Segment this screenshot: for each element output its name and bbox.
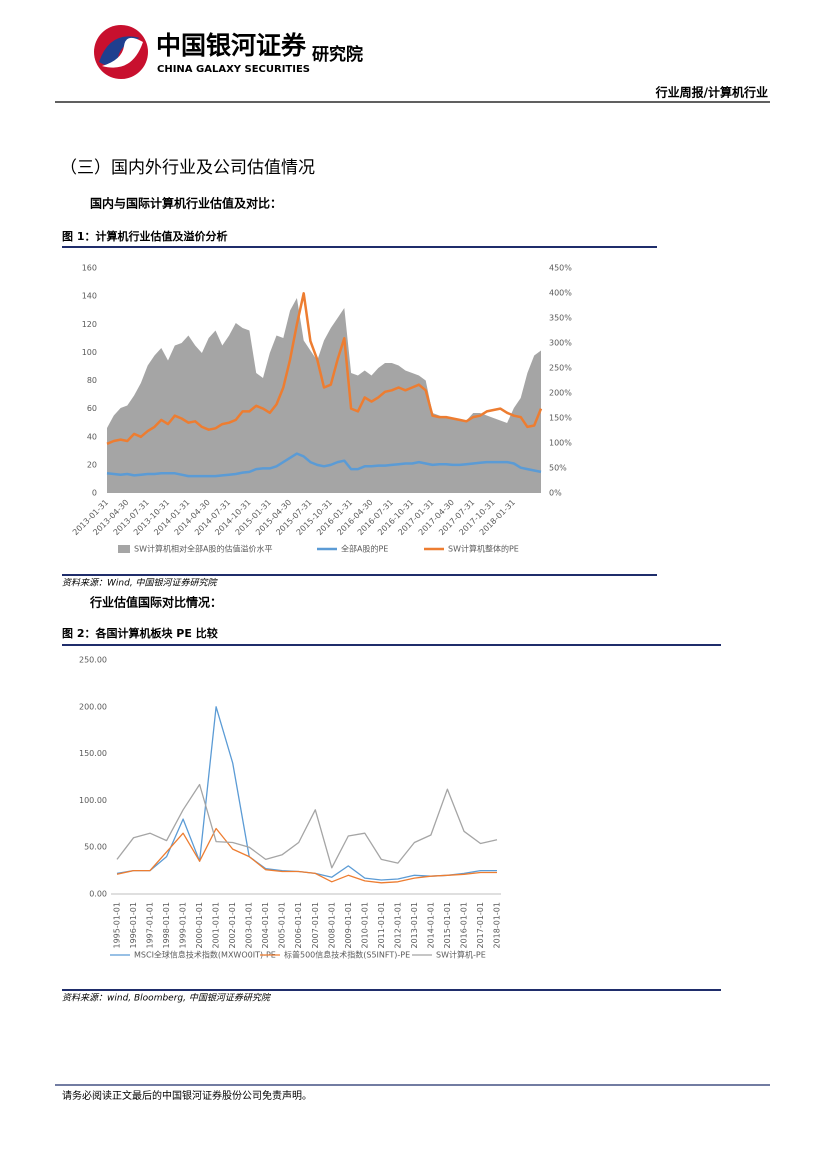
subheading: 国内与国际计算机行业估值及对比： <box>90 196 282 211</box>
x-tick-label: 2005-01-01 <box>278 902 287 949</box>
y2-tick-label: 250% <box>549 364 572 373</box>
y2-tick-label: 150% <box>549 414 572 423</box>
subheading: 行业估值国际对比情况： <box>89 595 222 610</box>
x-tick-label: 2000-01-01 <box>195 902 204 949</box>
x-tick-label: 2012-01-01 <box>393 902 402 949</box>
y-tick-label: 150.00 <box>79 749 107 758</box>
line <box>116 827 497 884</box>
y-tick-label: 50.00 <box>84 843 107 852</box>
logo-swirl <box>102 37 143 68</box>
y-tick-label: 60 <box>87 404 97 413</box>
figure-caption: 图 1：计算机行业估值及溢价分析 <box>62 229 227 243</box>
x-tick-label: 2011-01-01 <box>377 902 386 949</box>
footer: 请务必阅读正文最后的中国银河证券股份公司免责声明。 <box>62 1089 312 1102</box>
legend-swatch <box>118 545 130 553</box>
x-tick-label: 2008-01-01 <box>327 902 336 949</box>
y2-tick-label: 200% <box>549 389 572 398</box>
y-tick-label: 100 <box>82 348 97 357</box>
y-tick-label: 250.00 <box>79 656 107 665</box>
y-tick-label: 20 <box>87 460 97 469</box>
institute: 研究院 <box>312 44 363 65</box>
y2-tick-label: 50% <box>549 464 567 473</box>
x-tick-label: 2018-01-01 <box>493 902 502 949</box>
figure-caption: 图 2：各国计算机板块 PE 比较 <box>62 626 218 640</box>
x-tick-label: 2010-01-01 <box>360 902 369 949</box>
line <box>106 452 542 478</box>
x-tick-label: 2009-01-01 <box>344 902 353 949</box>
y2-tick-label: 350% <box>549 314 572 323</box>
x-tick-label: 2003-01-01 <box>245 902 254 949</box>
y2-tick-label: 450% <box>549 264 572 273</box>
x-tick-label: 2004-01-01 <box>261 902 270 949</box>
line <box>116 706 497 881</box>
line <box>106 292 543 445</box>
logo-mark <box>94 25 148 79</box>
x-tick-label: 2015-01-01 <box>443 902 452 949</box>
y-tick-label: 160 <box>82 264 97 273</box>
x-tick-label: 1999-01-01 <box>179 902 188 949</box>
area <box>107 298 541 493</box>
x-tick-label: 2016-01-01 <box>459 902 468 949</box>
legend-label: 全部A股的PE <box>341 544 388 554</box>
legend-label: MSCI全球信息技术指数(MXWO0IT)-PE <box>134 950 276 960</box>
x-tick-label: 1996-01-01 <box>129 902 138 949</box>
x-tick-label: 2013-01-01 <box>410 902 419 949</box>
section-title: （三）国内外行业及公司估值情况 <box>60 158 315 178</box>
legend-label: SW计算机整体的PE <box>448 544 519 554</box>
figure-source: 资料来源：Wind, 中国银河证券研究院 <box>62 578 219 589</box>
y2-tick-label: 100% <box>549 439 572 448</box>
y-tick-label: 0.00 <box>89 890 107 899</box>
y-tick-label: 120 <box>82 320 97 329</box>
y-tick-label: 140 <box>82 292 97 301</box>
x-tick-label: 1995-01-01 <box>113 902 122 949</box>
x-tick-label: 2007-01-01 <box>311 902 320 949</box>
legend-label: SW计算机相对全部A股的估值溢价水平 <box>134 544 272 554</box>
legend-label: SW计算机-PE <box>436 950 486 960</box>
logo-cn: 中国银河证券 <box>156 31 307 60</box>
y-tick-label: 40 <box>87 432 97 441</box>
figure-source: 资料来源：wind, Bloomberg, 中国银河证券研究院 <box>62 993 272 1004</box>
line <box>116 783 498 869</box>
logo-en: CHINA GALAXY SECURITIES <box>157 64 310 75</box>
x-tick-label: 2006-01-01 <box>294 902 303 949</box>
report-type: 行业周报/计算机行业 <box>655 85 768 100</box>
x-tick-label: 2002-01-01 <box>228 902 237 949</box>
logo-swirl <box>99 36 140 67</box>
y2-tick-label: 300% <box>549 339 572 348</box>
x-tick-label: 1997-01-01 <box>146 902 155 949</box>
y2-tick-label: 400% <box>549 289 572 298</box>
y-tick-label: 80 <box>87 376 97 385</box>
y-tick-label: 0 <box>92 489 97 498</box>
x-tick-label: 1998-01-01 <box>162 902 171 949</box>
y-tick-label: 200.00 <box>79 702 107 711</box>
x-tick-label: 2014-01-01 <box>426 902 435 949</box>
y-tick-label: 100.00 <box>79 796 107 805</box>
y2-tick-label: 0% <box>549 489 562 498</box>
logo <box>94 25 148 79</box>
x-tick-label: 2001-01-01 <box>212 902 221 949</box>
x-tick-label: 2017-01-01 <box>476 902 485 949</box>
legend-label: 标普500信息技术指数(S5INFT)-PE <box>284 950 410 960</box>
